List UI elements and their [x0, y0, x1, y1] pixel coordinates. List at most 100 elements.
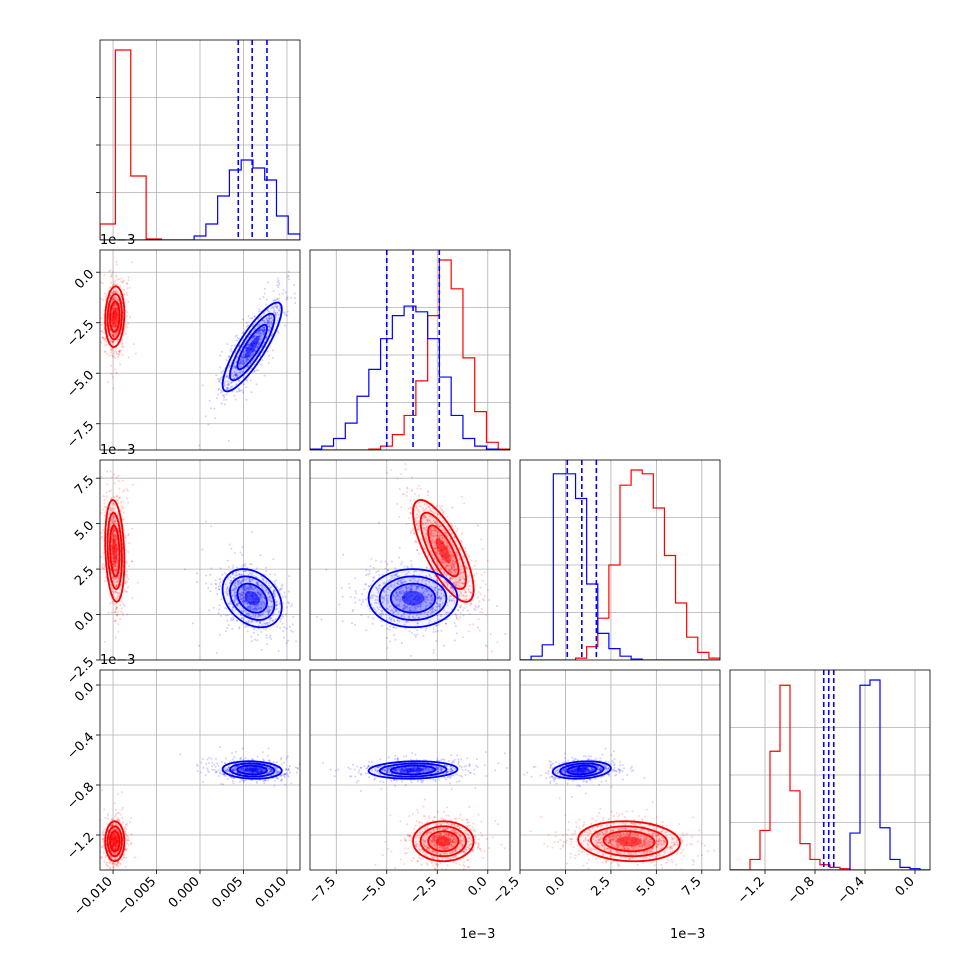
blue-sample-point: [314, 594, 316, 596]
red-sample-point: [104, 566, 106, 568]
blue-sample-point: [238, 388, 240, 390]
red-sample-point: [468, 555, 470, 557]
red-sample-point: [132, 484, 134, 486]
blue-sample-point: [282, 596, 284, 598]
blue-sample-point: [218, 586, 220, 588]
blue-sample-point: [435, 631, 437, 633]
red-sample-point: [128, 279, 130, 281]
red-sample-point: [120, 281, 122, 283]
blue-sample-point: [285, 291, 287, 293]
blue-sample-point: [445, 554, 447, 556]
blue-sample-point: [223, 394, 225, 396]
red-sample-point: [125, 333, 127, 335]
red-sample-point: [436, 505, 438, 507]
blue-sample-point: [292, 616, 294, 618]
red-sample-point: [109, 603, 111, 605]
blue-sample-point: [231, 345, 233, 347]
red-sample-point: [473, 565, 475, 567]
red-sample-point: [118, 488, 120, 490]
blue-sample-point: [275, 579, 277, 581]
blue-sample-point: [242, 391, 244, 393]
blue-sample-point: [303, 278, 305, 280]
blue-sample-point: [258, 308, 260, 310]
red-sample-point: [398, 516, 400, 518]
blue-sample-point: [380, 561, 382, 563]
red-sample-point: [131, 528, 133, 530]
red-sample-point: [396, 503, 398, 505]
blue-sample-point: [209, 574, 211, 576]
blue-sample-point: [292, 623, 294, 625]
red-sample-point: [487, 560, 489, 562]
red-sample-point: [410, 512, 412, 514]
blue-sample-point: [262, 359, 264, 361]
red-sample-point: [112, 271, 114, 273]
y-tick-label: 5.0: [72, 518, 97, 543]
blue-sample-point: [253, 632, 255, 634]
blue-sample-point: [307, 598, 309, 600]
red-sample-point: [456, 530, 458, 532]
red-sample-point: [121, 607, 123, 609]
red-sample-point: [110, 365, 112, 367]
red-sample-point: [461, 532, 463, 534]
red-sample-point: [113, 283, 115, 285]
blue-sample-point: [210, 407, 212, 409]
blue-sample-point: [255, 666, 257, 668]
red-sample-point: [480, 539, 482, 541]
blue-sample-point: [236, 619, 238, 621]
red-sample-point: [104, 502, 106, 504]
blue-sample-point: [241, 389, 243, 391]
y-tick-label: 2.5: [72, 564, 97, 589]
red-sample-point: [111, 688, 113, 690]
y-tick-label: −2.5: [64, 317, 97, 350]
red-sample-point: [101, 536, 103, 538]
blue-sample-point: [221, 371, 223, 373]
blue-sample-point: [308, 580, 310, 582]
blue-sample-point: [244, 565, 246, 567]
red-sample-point: [127, 534, 129, 536]
blue-sample-point: [218, 583, 220, 585]
red-sample-point: [115, 275, 117, 277]
blue-sample-point: [269, 573, 271, 575]
red-sample-point: [110, 490, 112, 492]
red-sample-point: [455, 525, 457, 527]
red-sample-point: [116, 353, 118, 355]
blue-sample-point: [242, 318, 244, 320]
red-sample-point: [115, 636, 117, 638]
blue-sample-point: [445, 623, 447, 625]
blue-sample-point: [216, 593, 218, 595]
red-sample-point: [399, 488, 401, 490]
red-sample-point: [122, 282, 124, 284]
red-sample-point: [461, 496, 463, 498]
blue-sample-point: [246, 326, 248, 328]
red-sample-point: [126, 591, 128, 593]
red-sample-point: [476, 573, 478, 575]
blue-sample-point: [220, 598, 222, 600]
y-tick-label: 0.0: [72, 267, 97, 292]
blue-sample-point: [306, 627, 308, 629]
blue-sample-point: [411, 563, 413, 565]
blue-sample-point: [259, 554, 261, 556]
blue-sample-point: [286, 606, 288, 608]
red-sample-point: [417, 487, 419, 489]
blue-sample-point: [265, 567, 267, 569]
red-sample-point: [126, 576, 128, 578]
blue-sample-point: [273, 290, 275, 292]
red-sample-point: [490, 633, 492, 635]
blue-sample-point: [287, 640, 289, 642]
blue-sample-point: [362, 599, 364, 601]
red-sample-point: [117, 631, 119, 633]
blue-sample-point: [288, 275, 290, 277]
red-sample-point: [102, 529, 104, 531]
blue-sample-point: [514, 576, 516, 578]
red-sample-point: [109, 287, 111, 289]
red-sample-point: [115, 261, 117, 263]
red-sample-point: [406, 495, 408, 497]
blue-sample-point: [389, 641, 391, 643]
blue-sample-point: [425, 629, 427, 631]
blue-sample-point: [264, 375, 266, 377]
red-sample-point: [458, 619, 460, 621]
blue-sample-point: [240, 551, 242, 553]
blue-sample-point: [294, 293, 296, 295]
blue-sample-point: [228, 356, 230, 358]
red-sample-point: [404, 463, 406, 465]
